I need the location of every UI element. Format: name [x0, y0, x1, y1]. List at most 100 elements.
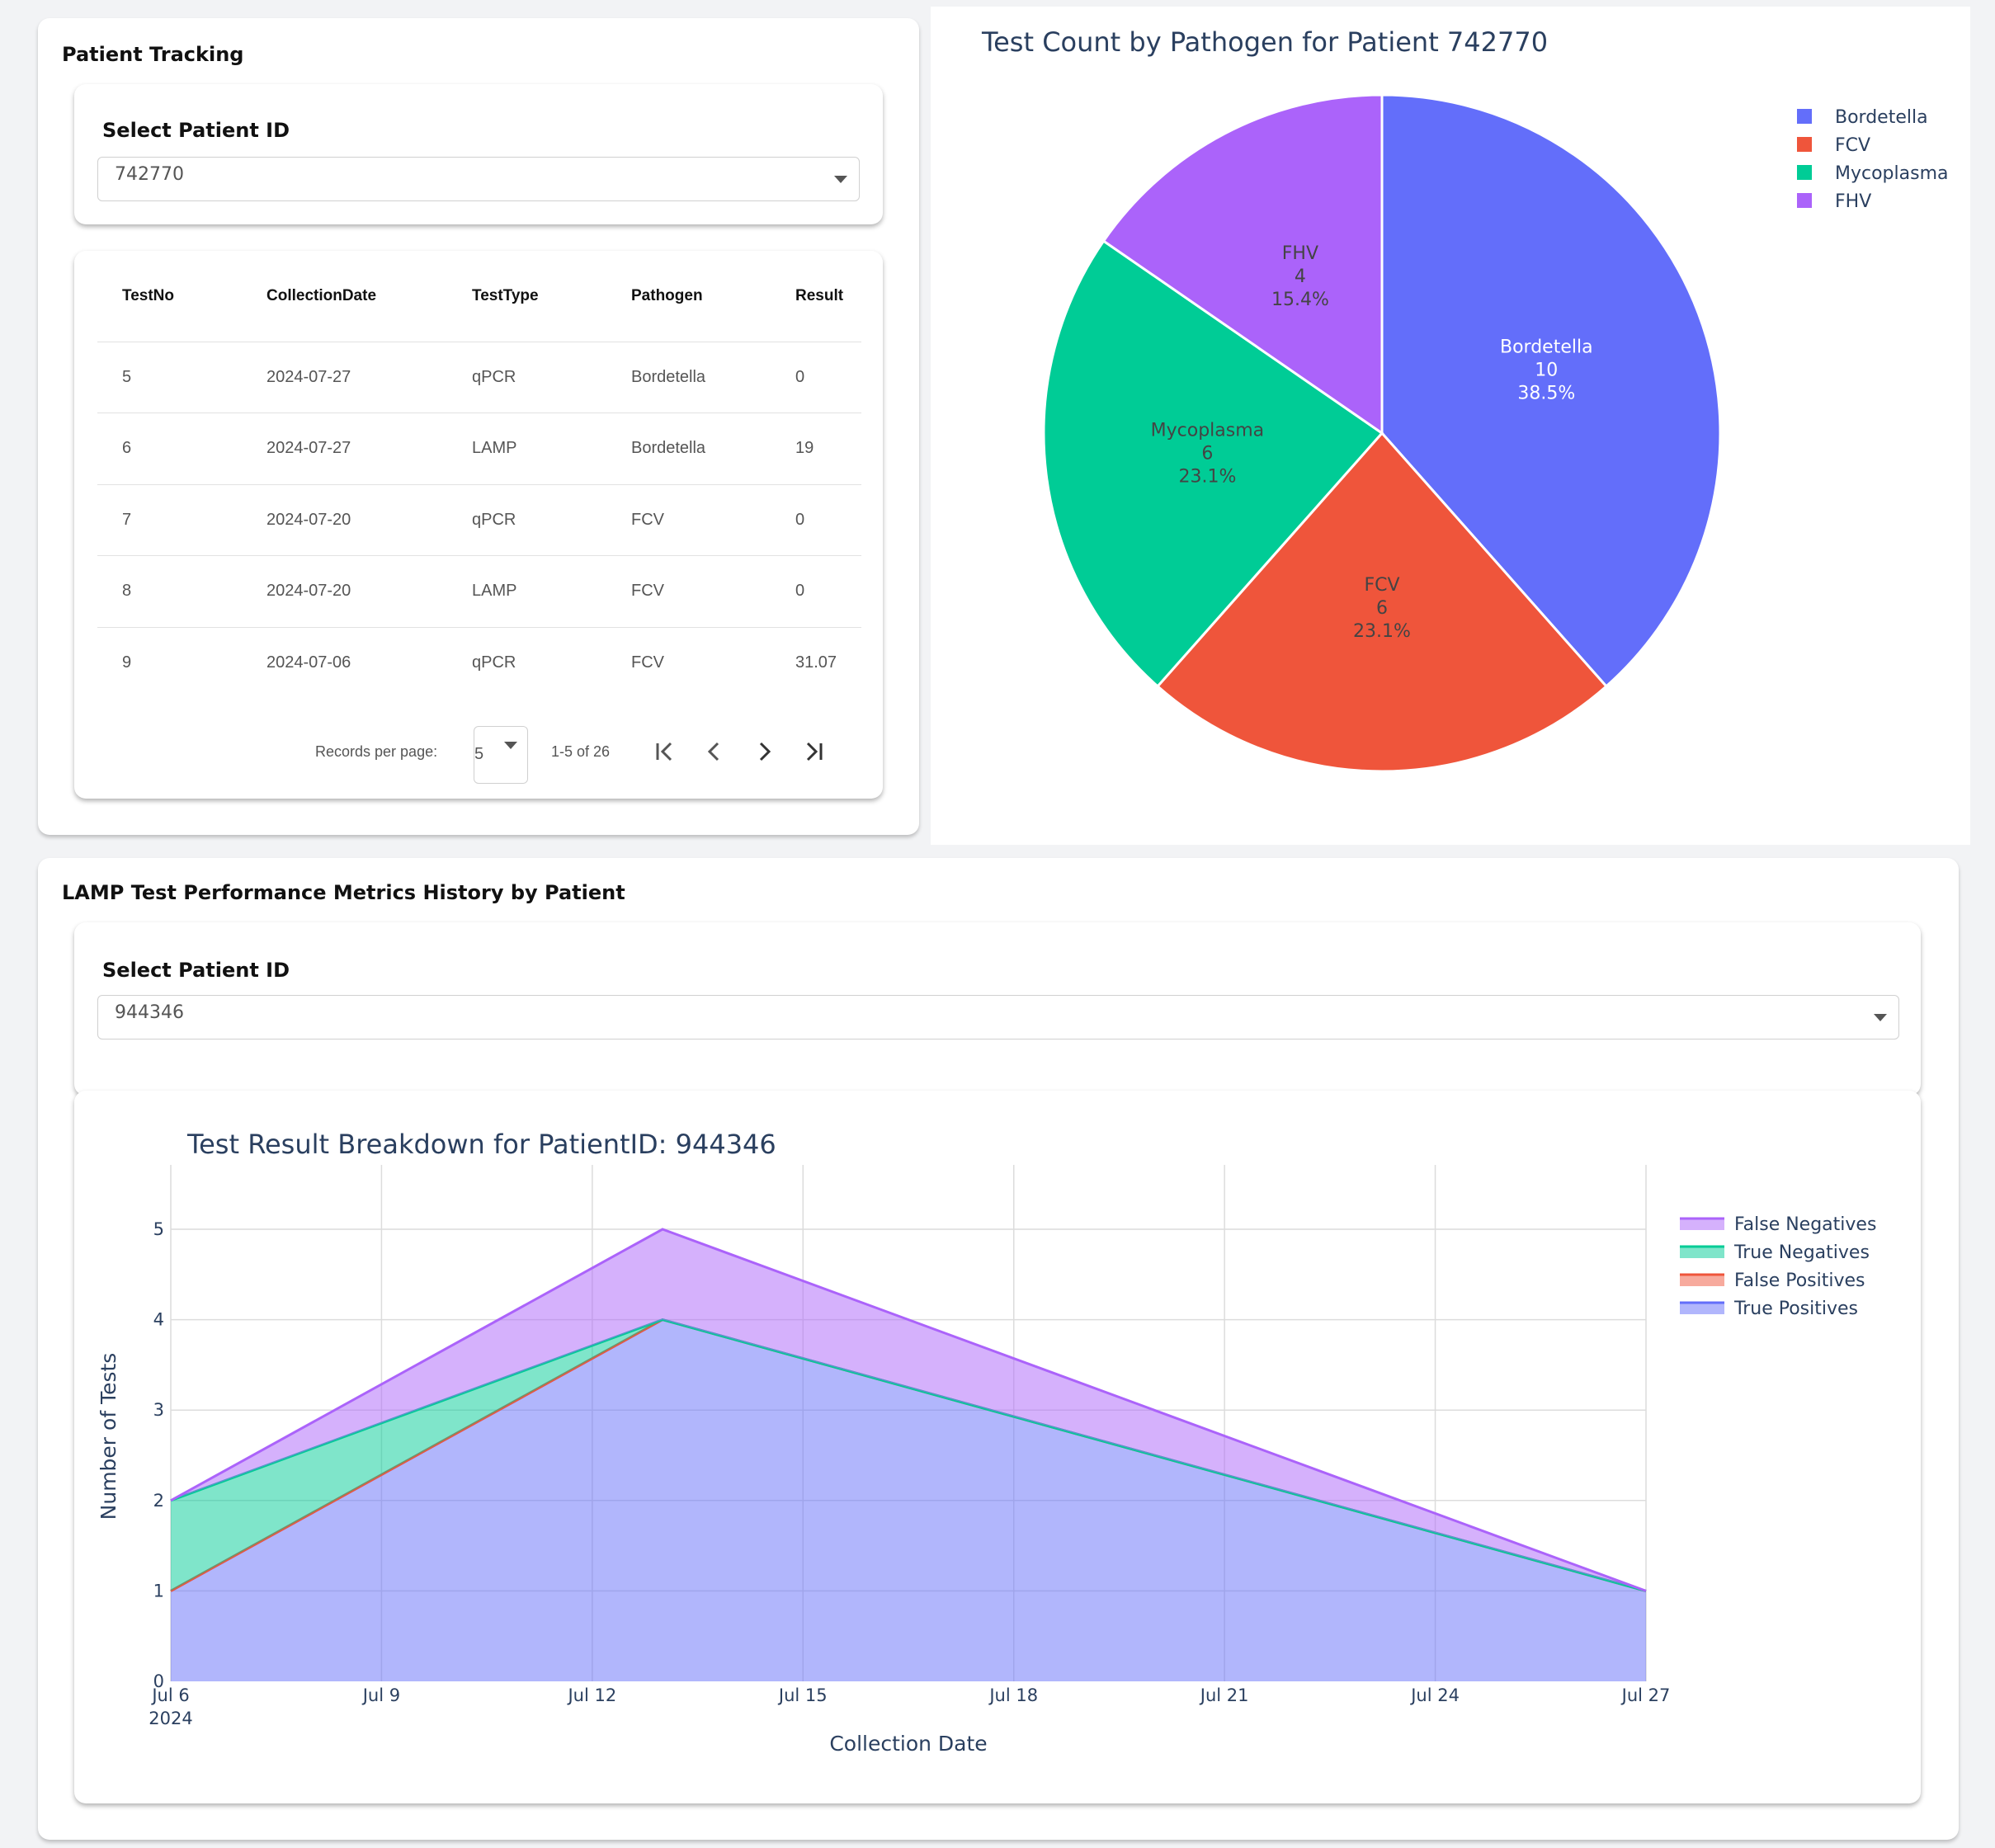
cell-testno: 7 [97, 484, 242, 556]
legend-label-false-negatives[interactable]: False Negatives [1734, 1214, 1876, 1235]
patient-id-select[interactable]: 742770 [97, 157, 860, 201]
legend-label-false-positives[interactable]: False Positives [1734, 1270, 1865, 1291]
test-records-table: TestNo CollectionDate TestType Pathogen … [97, 251, 861, 699]
patient-id-select-value: 742770 [115, 164, 184, 185]
patient-select-card: Select Patient ID 742770 [74, 84, 883, 224]
legend-label-bordetella[interactable]: Bordetella [1835, 107, 1928, 128]
cell-pathogen: Bordetella [606, 412, 771, 485]
legend-swatch-true-negatives[interactable] [1680, 1247, 1724, 1258]
area-chart: Jul 6 Jul 9 Jul 12 Jul 15 Jul 18 Jul 21 Jul 24… [97, 1165, 1876, 1756]
x-tick-label: Jul 27 [1620, 1685, 1671, 1705]
last-page-button[interactable] [797, 735, 830, 768]
pie-slice-label: Bordetella [1500, 337, 1593, 357]
legend-swatch-true-positives[interactable] [1680, 1303, 1724, 1314]
cell-testtype: LAMP [447, 555, 606, 628]
pie-slice-label: FCV [1364, 575, 1399, 596]
column-header-testno[interactable]: TestNo [97, 251, 242, 342]
test-records-card: TestNo CollectionDate TestType Pathogen … [74, 251, 883, 799]
lamp-patient-id-select[interactable]: 944346 [97, 995, 1899, 1040]
patient-tracking-title: Patient Tracking [62, 43, 244, 66]
cell-pathogen: FCV [631, 653, 664, 672]
next-page-button[interactable] [748, 735, 781, 768]
legend-swatch-fcv[interactable] [1797, 137, 1812, 152]
pagination-range: 1-5 of 26 [551, 743, 611, 760]
legend-label-mycoplasma[interactable]: Mycoplasma [1835, 163, 1949, 184]
area-chart-card: Test Result Breakdown for PatientID: 944… [74, 1091, 1921, 1803]
legend-label-true-negatives[interactable]: True Negatives [1733, 1242, 1870, 1263]
x-tick-label: Jul 15 [777, 1685, 828, 1705]
chevron-down-icon[interactable] [1874, 1014, 1887, 1021]
lamp-patient-id-select-value: 944346 [115, 1002, 184, 1023]
pie-slice-value: 6 [1201, 444, 1213, 464]
chevron-down-icon[interactable] [834, 176, 847, 183]
pie-slice-percent: 23.1% [1353, 621, 1411, 642]
cell-testtype: qPCR [472, 653, 516, 672]
cell-pathogen: FCV [606, 484, 771, 556]
pie-chart: Bordetella1038.5%FCV623.1%Mycoplasma623.… [1042, 93, 1949, 773]
lamp-metrics-title: LAMP Test Performance Metrics History by… [62, 881, 625, 904]
first-page-button[interactable] [648, 735, 682, 768]
y-tick-label: 2 [153, 1491, 164, 1511]
cell-testtype: LAMP [447, 412, 606, 485]
pie-slice-bordetella[interactable] [1380, 93, 1722, 689]
column-header-testtype[interactable]: TestType [447, 251, 606, 342]
x-tick-label: Jul 6 [150, 1685, 189, 1705]
pie-slice-percent: 23.1% [1178, 467, 1236, 488]
area-true-positives[interactable] [171, 1319, 1646, 1681]
table-row: 7 2024-07-20 qPCR FCV 0 [97, 484, 861, 556]
cell-pathogen: FCV [606, 555, 771, 628]
pie-slice-fhv[interactable] [1101, 93, 1384, 436]
pie-slice-value: 4 [1295, 266, 1306, 287]
pie-slice-mycoplasma[interactable] [1042, 239, 1384, 689]
x-tick-label: Jul 18 [988, 1685, 1038, 1705]
records-per-page-select[interactable]: 5 [474, 726, 528, 784]
legend-label-fhv[interactable]: FHV [1835, 191, 1871, 212]
legend-label-true-positives[interactable]: True Positives [1733, 1299, 1858, 1319]
pie-slice-label: FHV [1282, 243, 1318, 264]
x-tick-label: Jul 9 [361, 1685, 400, 1705]
column-header-collectiondate[interactable]: CollectionDate [242, 251, 447, 342]
cell-testno: 8 [97, 555, 242, 628]
y-tick-label: 1 [153, 1581, 164, 1600]
legend-swatch-mycoplasma[interactable] [1797, 165, 1812, 180]
table-header-row: TestNo CollectionDate TestType Pathogen … [97, 251, 861, 342]
table-row: 8 2024-07-20 LAMP FCV 0 [97, 555, 861, 628]
cell-result: 19 [771, 412, 861, 485]
x-axis-title: Collection Date [829, 1732, 987, 1756]
select-patient-label: Select Patient ID [102, 119, 290, 142]
cell-result: 31.07 [795, 653, 837, 672]
pie-slice-fcv[interactable] [1156, 431, 1608, 773]
records-per-page-label: Records per page: [315, 743, 438, 760]
cell-collectiondate: 2024-07-27 [242, 342, 447, 413]
x-tick-year-label: 2024 [149, 1709, 192, 1728]
previous-page-button[interactable] [698, 735, 731, 768]
first-page-icon [656, 742, 672, 761]
column-header-pathogen[interactable]: Pathogen [606, 251, 771, 342]
select-patient-label: Select Patient ID [102, 959, 290, 982]
pie-slice-percent: 15.4% [1271, 290, 1329, 310]
y-tick-label: 3 [153, 1400, 164, 1420]
last-page-icon [806, 742, 823, 761]
legend-swatch-bordetella[interactable] [1797, 109, 1812, 124]
pie-slice-value: 10 [1535, 360, 1558, 380]
x-tick-label: Jul 12 [566, 1685, 616, 1705]
x-tick-label: Jul 21 [1199, 1685, 1249, 1705]
cell-result: 0 [771, 555, 861, 628]
legend-label-fcv[interactable]: FCV [1835, 135, 1870, 156]
y-tick-label: 0 [153, 1671, 164, 1691]
legend-swatch-false-negatives[interactable] [1680, 1219, 1724, 1230]
area-false-negatives[interactable] [171, 1229, 1646, 1591]
table-row: 9 2024-07-06 qPCR FCV 31.07 [97, 627, 861, 699]
pie-chart-title: Test Count by Pathogen for Patient 74277… [982, 26, 1549, 58]
chevron-right-icon [759, 742, 771, 761]
column-header-result[interactable]: Result [771, 251, 861, 342]
line-false-negatives[interactable] [170, 1228, 1647, 1592]
cell-result: 0 [771, 484, 861, 556]
legend-swatch-fhv[interactable] [1797, 193, 1812, 208]
chevron-down-icon[interactable] [504, 742, 517, 749]
cell-result: 0 [771, 342, 861, 413]
patient-tracking-panel: Patient Tracking Select Patient ID 74277… [38, 18, 919, 835]
legend-swatch-false-positives[interactable] [1680, 1275, 1724, 1286]
cell-collectiondate: 2024-07-27 [242, 412, 447, 485]
pie-slice-label: Mycoplasma [1151, 421, 1265, 441]
